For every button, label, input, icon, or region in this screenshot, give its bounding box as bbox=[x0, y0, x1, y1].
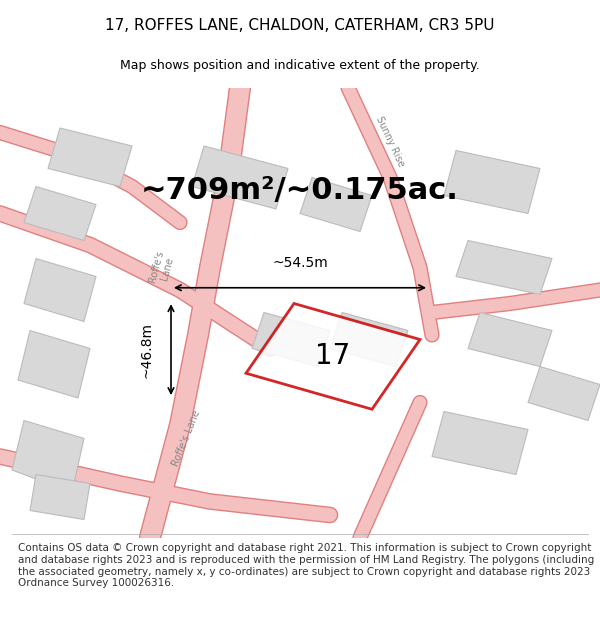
Text: ~709m²/~0.175ac.: ~709m²/~0.175ac. bbox=[141, 176, 459, 206]
Polygon shape bbox=[24, 186, 96, 241]
Polygon shape bbox=[300, 177, 372, 231]
Polygon shape bbox=[246, 304, 420, 409]
Text: ~54.5m: ~54.5m bbox=[272, 256, 328, 270]
Polygon shape bbox=[30, 474, 90, 519]
Text: 17, ROFFES LANE, CHALDON, CATERHAM, CR3 5PU: 17, ROFFES LANE, CHALDON, CATERHAM, CR3 … bbox=[105, 18, 495, 33]
Polygon shape bbox=[192, 146, 288, 209]
Text: Sunny Rise: Sunny Rise bbox=[374, 115, 406, 168]
Text: Roffe's Lane: Roffe's Lane bbox=[170, 409, 202, 468]
Polygon shape bbox=[528, 366, 600, 421]
Polygon shape bbox=[456, 241, 552, 294]
Polygon shape bbox=[432, 411, 528, 474]
Text: Map shows position and indicative extent of the property.: Map shows position and indicative extent… bbox=[120, 59, 480, 72]
Polygon shape bbox=[18, 331, 90, 398]
Text: Roffe's
Lane: Roffe's Lane bbox=[148, 249, 176, 286]
Text: 17: 17 bbox=[316, 342, 350, 371]
Text: Contains OS data © Crown copyright and database right 2021. This information is : Contains OS data © Crown copyright and d… bbox=[18, 543, 594, 588]
Polygon shape bbox=[468, 312, 552, 366]
Polygon shape bbox=[12, 421, 84, 492]
Polygon shape bbox=[330, 312, 408, 366]
Polygon shape bbox=[24, 259, 96, 321]
Text: ~46.8m: ~46.8m bbox=[139, 322, 153, 378]
Polygon shape bbox=[48, 128, 132, 186]
Polygon shape bbox=[252, 312, 330, 366]
Polygon shape bbox=[444, 151, 540, 214]
